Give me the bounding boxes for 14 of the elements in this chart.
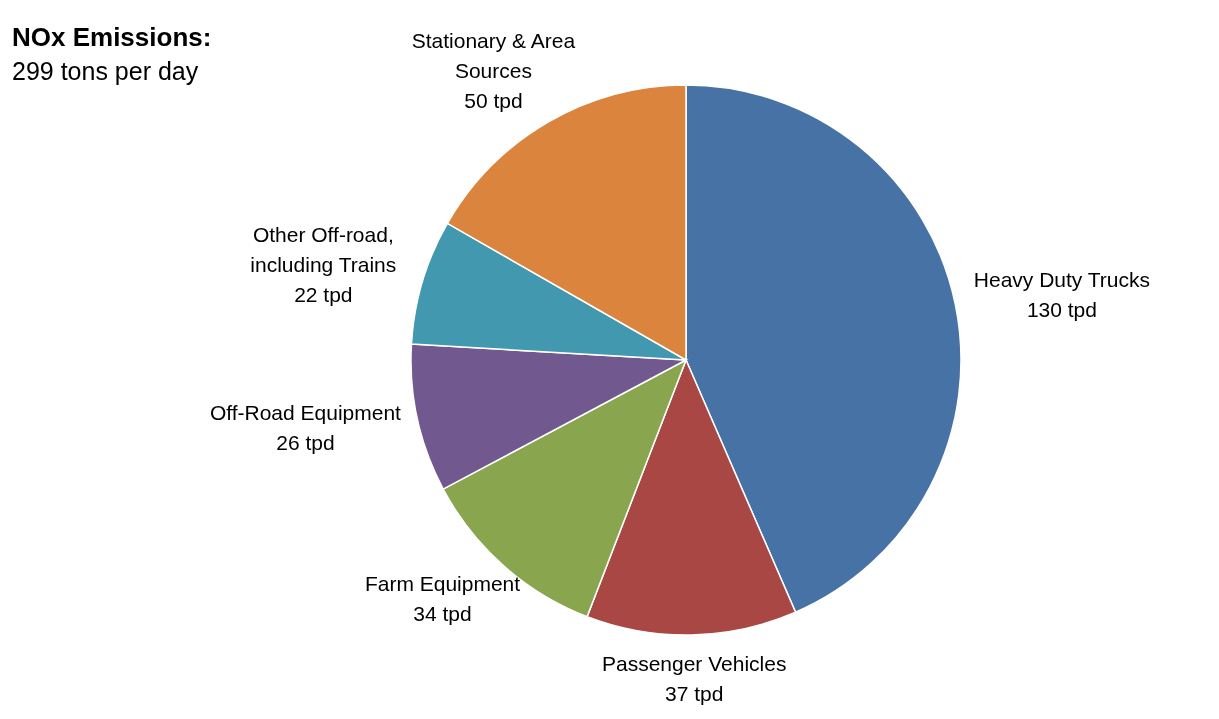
slice-label: Heavy Duty Trucks: [973, 268, 1151, 292]
data-label: 130 tpd: [1026, 298, 1097, 322]
slice-label: Off-Road Equipment: [209, 401, 402, 425]
slice-label: Farm Equipment: [364, 571, 521, 595]
data-label: 26 tpd: [276, 431, 335, 455]
data-label: 50 tpd: [464, 89, 523, 113]
slice-label: Stationary & Area Sources: [411, 29, 576, 83]
chart-title: NOx Emissions:: [12, 22, 212, 52]
slice-label: Passenger Vehicles: [601, 651, 787, 675]
slice-label: Other Off-road, including Trains: [250, 222, 397, 276]
data-label: 37 tpd: [664, 681, 724, 705]
data-label: 34 tpd: [413, 601, 472, 625]
data-label: 22 tpd: [294, 282, 353, 306]
text: 299 tons per day: [12, 57, 199, 85]
